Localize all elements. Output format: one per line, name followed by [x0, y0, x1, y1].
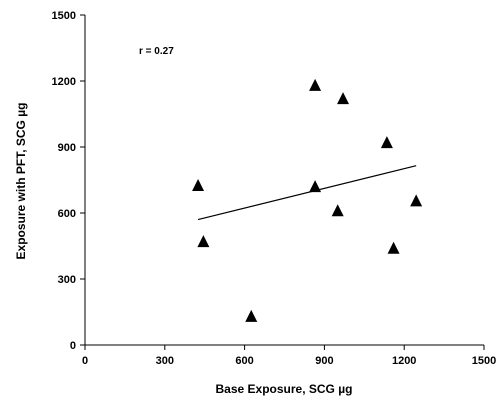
data-point-triangle — [387, 241, 400, 254]
data-point-triangle — [380, 136, 393, 149]
plot-area: 0 300 600 900 1200 1500 0 300 600 900 1200 1500 — [52, 10, 497, 367]
data-point-triangle — [309, 78, 322, 91]
trendline — [197, 165, 417, 221]
x-tick-label: 1200 — [392, 355, 416, 367]
y-tick-label: 1500 — [52, 10, 76, 22]
y-tick-label: 300 — [58, 274, 76, 286]
y-tick-label: 900 — [58, 142, 76, 154]
x-tick-label: 0 — [82, 355, 88, 367]
y-tick-label: 0 — [70, 340, 76, 352]
data-point-triangle — [410, 194, 423, 207]
data-point-triangle — [331, 204, 344, 217]
data-point-triangle — [309, 180, 322, 193]
x-tick-label: 1500 — [472, 355, 496, 367]
data-point-triangle — [197, 235, 210, 248]
correlation-annotation: r = 0.27 — [139, 46, 174, 57]
data-point-triangle — [337, 92, 350, 105]
y-tick-label: 1200 — [52, 76, 76, 88]
x-tick-label: 600 — [235, 355, 253, 367]
x-axis-title: Base Exposure, SCG µg — [216, 382, 353, 396]
y-tick-label: 600 — [58, 208, 76, 220]
x-tick-label: 900 — [315, 355, 333, 367]
x-tick-label: 300 — [156, 355, 174, 367]
data-point-triangle — [245, 309, 258, 322]
data-point-triangle — [192, 179, 205, 191]
y-axis-title: Exposure with PFT, SCG µg — [14, 103, 28, 260]
